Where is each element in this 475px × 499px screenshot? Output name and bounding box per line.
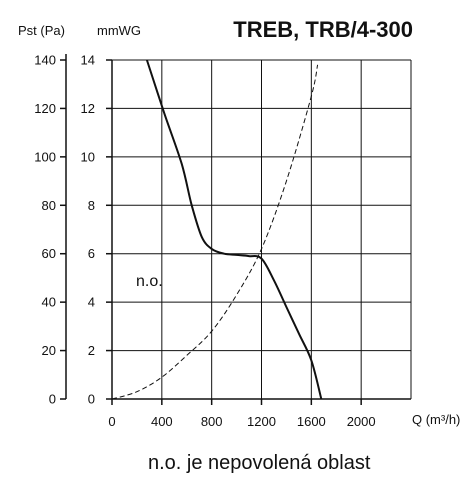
y-tick-label-pa: 100: [34, 149, 56, 164]
y-tick-label-pa: 0: [49, 392, 56, 407]
y-axis-label-mmwg: mmWG: [97, 23, 141, 38]
fan-curve-solid: [145, 59, 323, 400]
y-tick-label-pa: 60: [42, 246, 56, 261]
system-curve-dashed: [111, 64, 319, 400]
y-tick-label-mmwg: 6: [88, 246, 95, 261]
x-axis-label: Q (m³/h): [412, 412, 460, 427]
y-tick-label-pa: 20: [42, 343, 56, 358]
y-tick-label-pa: 80: [42, 198, 56, 213]
y-tick-label-pa: 140: [34, 53, 56, 68]
x-tick-label: 1200: [247, 414, 276, 429]
y-tick-label-mmwg: 10: [81, 149, 95, 164]
y-tick-label-pa: 40: [42, 295, 56, 310]
y-axis-label-pa: Pst (Pa): [18, 23, 65, 38]
x-tick-label: 0: [108, 414, 115, 429]
y-tick-label-mmwg: 0: [88, 392, 95, 407]
y-tick-label-mmwg: 2: [88, 343, 95, 358]
x-tick-label: 2000: [347, 414, 376, 429]
y-tick-label-pa: 120: [34, 101, 56, 116]
annotation-no: n.o.: [136, 273, 163, 290]
x-tick-label: 400: [151, 414, 173, 429]
y-tick-label-mmwg: 14: [81, 53, 95, 68]
y-tick-label-mmwg: 8: [88, 198, 95, 213]
chart-title: TREB, TRB/4-300: [233, 17, 413, 42]
y-tick-label-mmwg: 4: [88, 295, 95, 310]
x-tick-label: 1600: [297, 414, 326, 429]
footnote: n.o. je nepovolená oblast: [148, 452, 371, 474]
x-tick-label: 800: [201, 414, 223, 429]
y-tick-label-mmwg: 12: [81, 101, 95, 116]
